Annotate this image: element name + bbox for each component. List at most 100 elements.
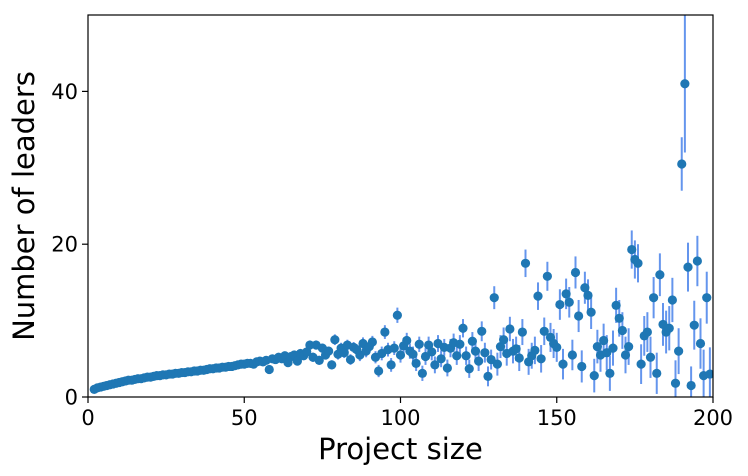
x-tick-label-100: 100 [380,406,420,430]
x-axis-title: Project size [318,432,483,466]
data-point-144 [539,326,549,336]
data-point-117 [455,339,465,349]
x-tick-label-150: 150 [537,406,577,430]
data-point-116 [452,351,462,361]
data-point-77 [330,335,340,345]
data-point-156 [577,361,587,372]
data-point-126 [483,371,493,381]
data-point-56 [264,364,274,375]
data-point-128 [489,293,499,303]
data-point-109 [430,360,440,370]
data-point-166 [608,343,618,353]
data-point-148 [552,342,562,352]
data-point-75 [324,346,334,356]
data-point-138 [520,258,531,268]
data-point-111 [436,354,446,364]
data-point-108 [427,347,437,357]
data-point-100 [402,335,412,346]
data-point-135 [511,344,521,354]
x-tick-label-200: 200 [693,406,733,430]
data-point-158 [583,290,593,300]
data-point-104 [414,339,424,349]
data-point-107 [424,340,434,350]
data-point-65 [292,356,302,366]
data-point-142 [533,291,543,301]
data-point-124 [477,326,487,336]
data-point-167 [611,300,621,310]
data-point-154 [570,267,581,278]
data-point-96 [389,343,399,353]
data-point-159 [586,307,596,317]
data-point-169 [617,325,627,336]
data-point-196 [702,293,712,303]
y-tick-label-0: 0 [65,386,78,410]
plot-frame [87,14,714,398]
data-point-131 [499,335,509,345]
data-point-76 [327,360,337,370]
data-point-105 [417,368,427,378]
data-point-89 [367,337,377,347]
data-point-174 [633,258,643,268]
x-tick-label-0: 0 [81,406,94,430]
data-point-103 [411,358,421,368]
data-point-175 [636,359,646,369]
data-point-170 [620,350,631,360]
data-point-125 [480,348,490,358]
data-point-151 [561,289,571,299]
data-point-190 [683,262,693,272]
data-point-188 [677,159,687,169]
data-point-157 [580,283,590,293]
y-tick-label-40: 40 [51,80,78,104]
data-point-119 [461,351,471,361]
data-point-152 [564,297,574,307]
data-point-181 [655,270,665,280]
data-point-155 [574,311,584,321]
data-point-80 [339,348,349,358]
data-point-186 [670,378,681,388]
data-point-163 [599,335,609,346]
data-point-165 [605,368,615,378]
data-point-191 [686,380,696,391]
data-point-178 [645,352,656,362]
x-tick-label-50: 50 [231,406,258,430]
data-point-137 [517,327,527,337]
data-point-143 [536,354,546,364]
data-point-95 [386,360,396,370]
data-point-193 [692,256,702,266]
y-axis: 0 20 40 [51,80,88,410]
data-point-185 [667,295,677,305]
y-axis-title: Number of leaders [7,71,41,341]
data-point-121 [467,336,477,346]
data-point-118 [458,323,468,333]
data-point-177 [642,327,652,337]
data-point-145 [542,271,552,281]
data-point-82 [345,354,356,365]
point-layer [89,79,713,394]
data-point-93 [380,327,390,337]
data-point-184 [664,323,674,333]
data-point-189 [680,79,690,89]
data-point-187 [674,346,684,356]
data-point-192 [689,320,699,330]
data-point-161 [592,341,602,352]
data-point-149 [555,299,565,310]
data-point-68 [302,347,312,357]
data-point-194 [695,338,706,349]
data-point-98 [395,350,406,360]
data-point-197 [705,369,713,379]
data-point-72 [314,355,324,365]
data-point-150 [558,359,568,369]
data-point-168 [614,313,624,323]
data-point-123 [474,356,484,366]
data-point-102 [408,349,418,359]
data-point-179 [649,293,659,303]
y-tick-label-20: 20 [51,233,78,257]
data-point-171 [624,341,634,352]
data-point-141 [530,345,540,355]
data-point-122 [470,346,481,356]
data-point-130 [495,341,506,352]
data-point-136 [514,353,524,363]
x-axis: 0 50 100 150 200 [81,397,733,430]
data-point-153 [567,350,577,360]
